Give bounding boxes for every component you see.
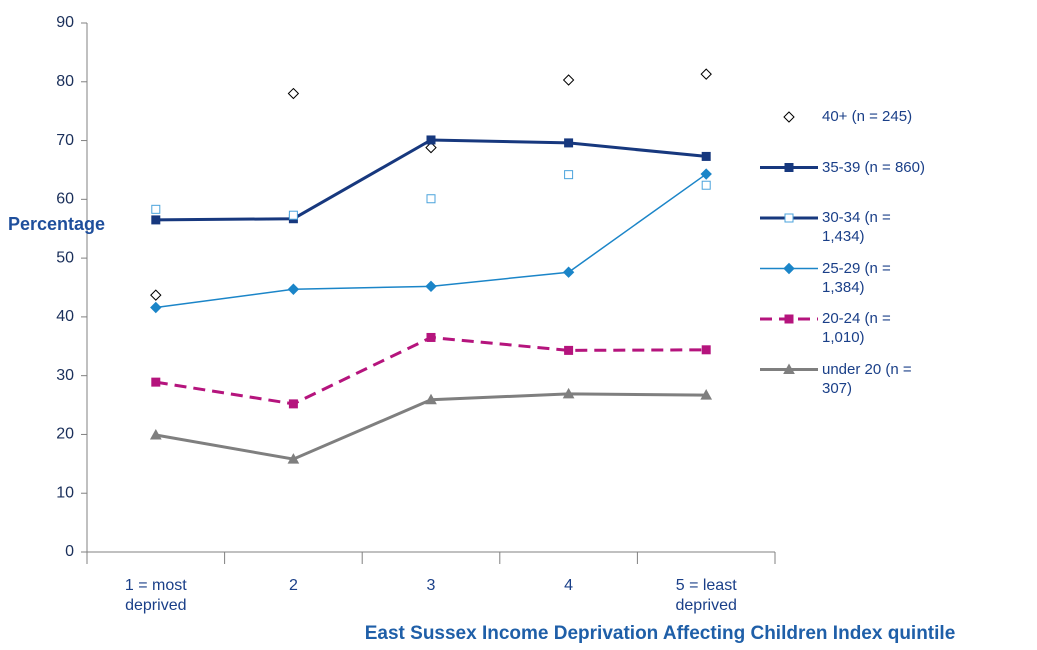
marker <box>288 210 298 220</box>
marker <box>425 141 437 154</box>
legend-label: 40+ (n = 245) <box>822 108 913 125</box>
marker <box>287 283 300 295</box>
marker <box>564 170 574 180</box>
marker <box>150 301 162 314</box>
x-tick-label: 5 = least deprived <box>675 577 737 614</box>
marker <box>151 204 161 214</box>
legend-marker <box>784 314 794 324</box>
y-tick-label: 0 <box>65 543 74 560</box>
marker <box>562 387 575 399</box>
y-tick-label: 70 <box>56 132 74 149</box>
legend-label: 35-39 (n = 860) <box>822 158 925 176</box>
marker <box>700 68 712 80</box>
y-tick-label: 80 <box>56 73 74 90</box>
x-tick-label: 3 <box>426 577 436 594</box>
legend-label: 20-24 (n = 1,010) <box>822 310 891 346</box>
legend-marker <box>784 163 794 172</box>
y-tick-label: 20 <box>56 426 74 443</box>
marker <box>701 151 711 161</box>
y-tick-label: 10 <box>56 484 74 501</box>
legend-label: 30-34 (n = 1,434) <box>822 209 891 245</box>
y-tick-label: 90 <box>56 14 74 31</box>
legend-marker <box>783 111 795 123</box>
marker <box>149 429 162 440</box>
marker <box>425 393 437 405</box>
marker <box>151 377 161 387</box>
marker <box>701 180 711 190</box>
y-tick-label: 60 <box>56 191 74 208</box>
marker <box>426 332 436 342</box>
y-tick-label: 50 <box>56 249 74 266</box>
legend-marker <box>783 363 795 374</box>
y-axis-title: Percentage <box>8 214 106 234</box>
x-tick-label: 1 = most deprived <box>124 577 187 614</box>
legend-marker <box>783 262 795 275</box>
legend-marker <box>784 213 794 223</box>
marker <box>288 399 298 409</box>
x-tick-label: 2 <box>288 577 298 594</box>
marker <box>287 87 300 100</box>
marker <box>426 135 436 145</box>
marker <box>150 289 162 301</box>
marker <box>562 74 575 86</box>
marker <box>562 266 575 278</box>
x-tick-label: 4 <box>564 577 574 594</box>
marker <box>700 168 712 180</box>
y-tick-label: 40 <box>56 308 74 325</box>
marker <box>287 453 300 464</box>
marker <box>701 345 711 355</box>
marker <box>426 194 436 204</box>
marker <box>564 138 574 148</box>
marker <box>564 345 574 355</box>
marker <box>700 389 713 400</box>
legend-label: 25-29 (n = 1,384) <box>822 259 891 296</box>
legend-label: under 20 (n = 307) <box>822 360 912 397</box>
x-axis-title: East Sussex Income Deprivation Affecting… <box>364 623 956 644</box>
marker <box>151 215 161 225</box>
marker <box>425 280 437 293</box>
y-tick-label: 30 <box>56 367 74 384</box>
